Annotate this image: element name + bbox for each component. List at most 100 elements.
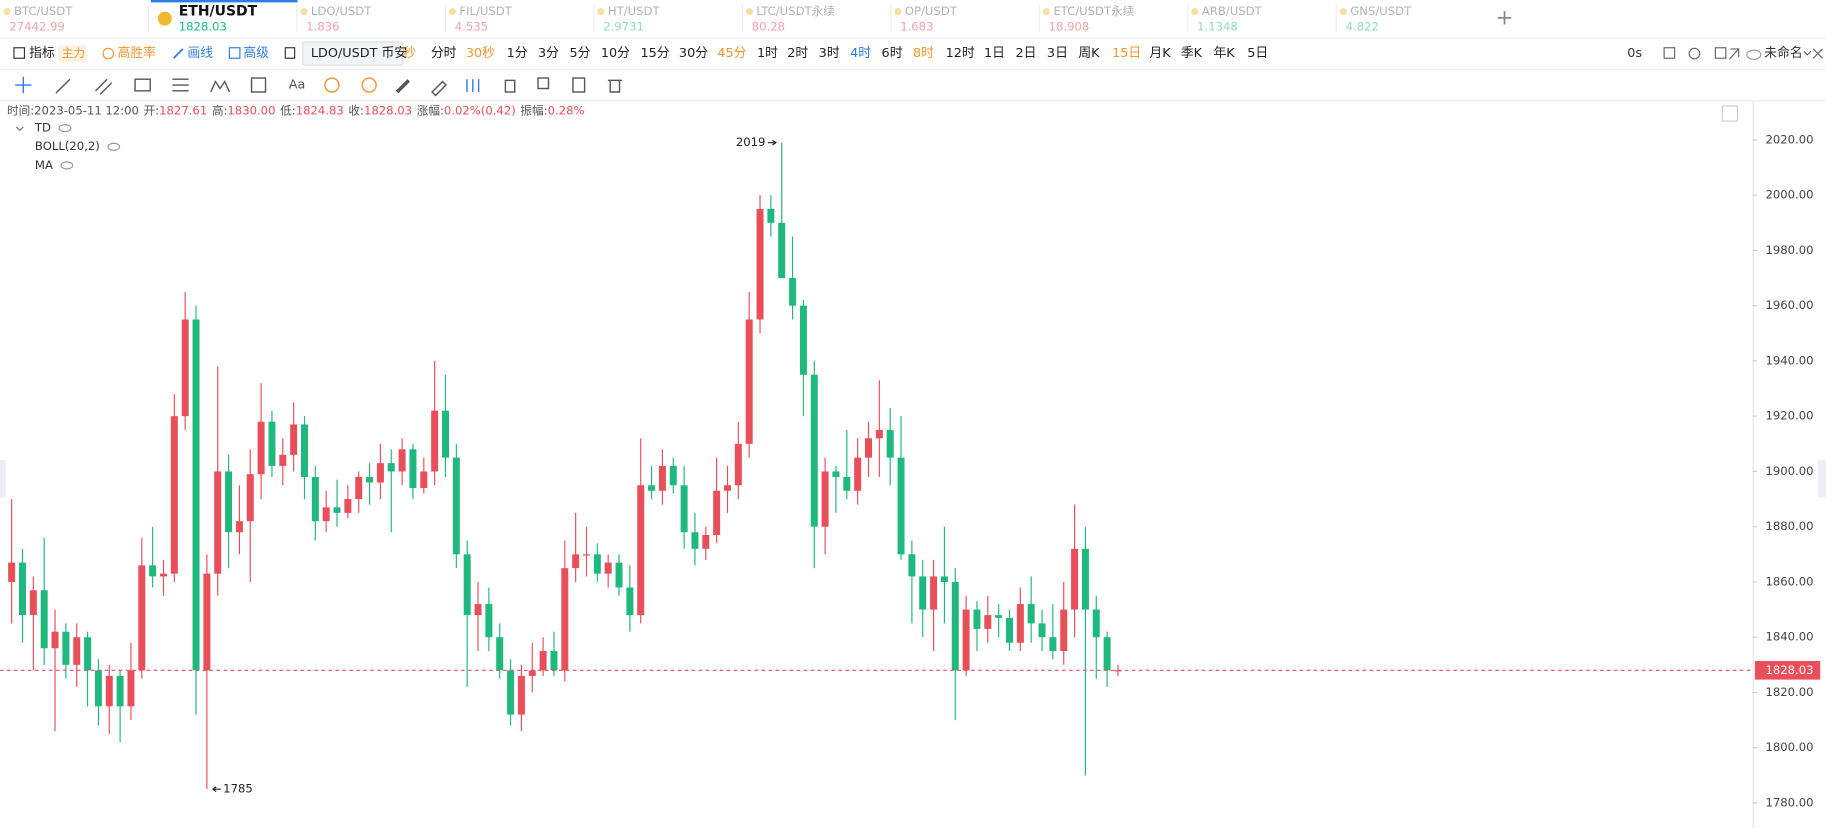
tab-symbol[interactable]: HT/USDT xyxy=(608,4,661,18)
tool-rect[interactable] xyxy=(134,78,151,92)
dropdown-icon xyxy=(1803,50,1812,56)
tab-symbol[interactable]: ETH/USDT xyxy=(179,4,258,20)
tab-price: 1.836 xyxy=(306,19,339,33)
tab-price: 1828.03 xyxy=(179,19,227,33)
candle-body xyxy=(745,319,753,444)
tab-symbol[interactable]: OP/USDT xyxy=(905,4,958,18)
timeframe-button[interactable]: 分时 xyxy=(431,46,457,61)
win-rate-button[interactable]: 高胜率 xyxy=(118,45,157,61)
candle-body xyxy=(246,474,254,522)
timeframe-button[interactable]: 8时 xyxy=(913,46,934,61)
candle-body xyxy=(149,565,157,577)
timeframe-button[interactable]: 15分 xyxy=(640,46,669,61)
add-tab[interactable]: + xyxy=(1496,6,1514,30)
timeframe-button[interactable]: 5日 xyxy=(1247,46,1268,61)
layout-name[interactable]: 未命名 xyxy=(1764,45,1802,61)
timeframe-button[interactable]: 月K xyxy=(1149,46,1171,61)
candle-body xyxy=(626,587,634,616)
timeframe-button[interactable]: 5分 xyxy=(569,46,590,61)
info-label: 开: xyxy=(144,103,160,117)
side-handle[interactable] xyxy=(1817,459,1826,498)
info-label: 收: xyxy=(348,103,364,117)
indicator-button[interactable]: 指标 xyxy=(29,46,55,61)
timeframe-button[interactable]: 45分 xyxy=(717,46,746,61)
y-tick-label: 1920.00 xyxy=(1765,409,1813,423)
side-handle[interactable] xyxy=(0,459,6,498)
candle-body xyxy=(799,305,807,375)
icon xyxy=(13,47,26,59)
timeframe-button[interactable]: 1日 xyxy=(984,46,1005,61)
icon xyxy=(284,47,296,59)
tool-delete-one[interactable] xyxy=(504,79,516,93)
collapse-icon[interactable] xyxy=(15,126,24,132)
fullscreen-icon[interactable] xyxy=(1728,48,1740,60)
countdown: 0s xyxy=(1627,46,1642,61)
icon[interactable] xyxy=(1663,47,1676,59)
visibility-icon[interactable] xyxy=(58,124,72,133)
timeframe-button[interactable]: 1分 xyxy=(507,46,528,61)
candle-body xyxy=(40,590,48,649)
tool-cross[interactable] xyxy=(15,76,32,94)
tool-pattern[interactable] xyxy=(210,80,231,93)
candle-body xyxy=(420,471,428,489)
timeframe-button[interactable]: 15日 xyxy=(1112,46,1141,61)
tab-symbol[interactable]: ARB/USDT xyxy=(1202,4,1263,18)
tool-lock[interactable] xyxy=(466,79,480,93)
info-value: 1827.61 xyxy=(159,103,207,117)
tool-line[interactable] xyxy=(55,78,71,94)
tool-fib[interactable] xyxy=(172,78,189,92)
timeframe-button[interactable]: 6时 xyxy=(882,46,903,61)
expand-icon xyxy=(1812,48,1823,59)
tool-ruler[interactable] xyxy=(395,79,410,94)
candle-body xyxy=(507,670,515,715)
visibility-icon[interactable] xyxy=(107,142,121,151)
tool-measure[interactable] xyxy=(250,77,267,93)
timeframe-button[interactable]: 10分 xyxy=(601,46,630,61)
timeframe-button[interactable]: 12时 xyxy=(946,46,975,61)
timeframe-button[interactable]: 1时 xyxy=(757,46,778,61)
toolbar: 指标 主力 高胜率 画线 高级 秒 LDO/USDT 币安 0s 未命名 分时 3… xyxy=(13,41,1823,66)
tab-symbol[interactable]: GNS/USDT xyxy=(1350,4,1412,18)
reset-button[interactable] xyxy=(1721,105,1739,122)
screenshot-icon[interactable] xyxy=(1714,47,1727,59)
draw-button[interactable]: 画线 xyxy=(187,46,213,61)
ohlc-info: 时间:2023-05-11 12:00 开:1827.61 高:1830.00 低:1… xyxy=(7,103,585,117)
tool-list[interactable] xyxy=(572,77,586,93)
timeframe-button[interactable]: 30分 xyxy=(679,46,708,61)
timeframe-button[interactable]: 3分 xyxy=(538,46,559,61)
advanced-button[interactable]: 高级 xyxy=(243,45,269,61)
coin-icon xyxy=(1191,8,1199,16)
tab-symbol[interactable]: ETC/USDT永续 xyxy=(1053,4,1134,18)
timeframe-button[interactable]: 2时 xyxy=(787,46,808,61)
visibility-icon[interactable] xyxy=(60,161,74,170)
timeframe-button[interactable]: 2日 xyxy=(1015,46,1036,61)
tool-pencil[interactable] xyxy=(431,80,448,97)
timeframe-button[interactable]: 3时 xyxy=(819,46,840,61)
candle-body xyxy=(724,485,731,491)
tool-copy[interactable] xyxy=(537,77,550,90)
seconds-button[interactable]: 秒 xyxy=(403,46,416,61)
candle-body xyxy=(387,463,395,472)
settings-icon[interactable] xyxy=(1688,47,1701,60)
y-tick-label: 1960.00 xyxy=(1765,298,1813,312)
timeframe-button[interactable]: 30秒 xyxy=(466,46,495,61)
tool-parallel[interactable] xyxy=(94,78,113,95)
tool-text-icon[interactable]: Aa xyxy=(289,78,306,93)
timeframe-button[interactable]: 3日 xyxy=(1047,46,1068,61)
timeframe-button[interactable]: 4时 xyxy=(850,46,871,61)
candle-body xyxy=(366,476,374,483)
tab-symbol[interactable]: BTC/USDT xyxy=(14,4,73,18)
candle-body xyxy=(572,554,580,569)
tab-symbol[interactable]: LDO/USDT xyxy=(311,4,372,18)
tab-bar: BTC/USDT27442.99ETH/USDT1828.03LDO/USDT1… xyxy=(3,0,1412,33)
main-badge[interactable]: 主力 xyxy=(62,46,85,60)
y-tick-label: 1820.00 xyxy=(1765,685,1813,699)
tab-symbol[interactable]: LTC/USDT永续 xyxy=(756,4,835,18)
timeframe-button[interactable]: 季K xyxy=(1181,46,1203,61)
tool-magnet[interactable] xyxy=(324,77,340,93)
tool-trash[interactable] xyxy=(607,79,622,93)
timeframe-button[interactable]: 周K xyxy=(1078,46,1100,61)
timeframe-button[interactable]: 年K xyxy=(1213,46,1235,61)
tab-symbol[interactable]: FIL/USDT xyxy=(459,4,512,18)
tool-magnet-strong[interactable] xyxy=(361,77,377,93)
